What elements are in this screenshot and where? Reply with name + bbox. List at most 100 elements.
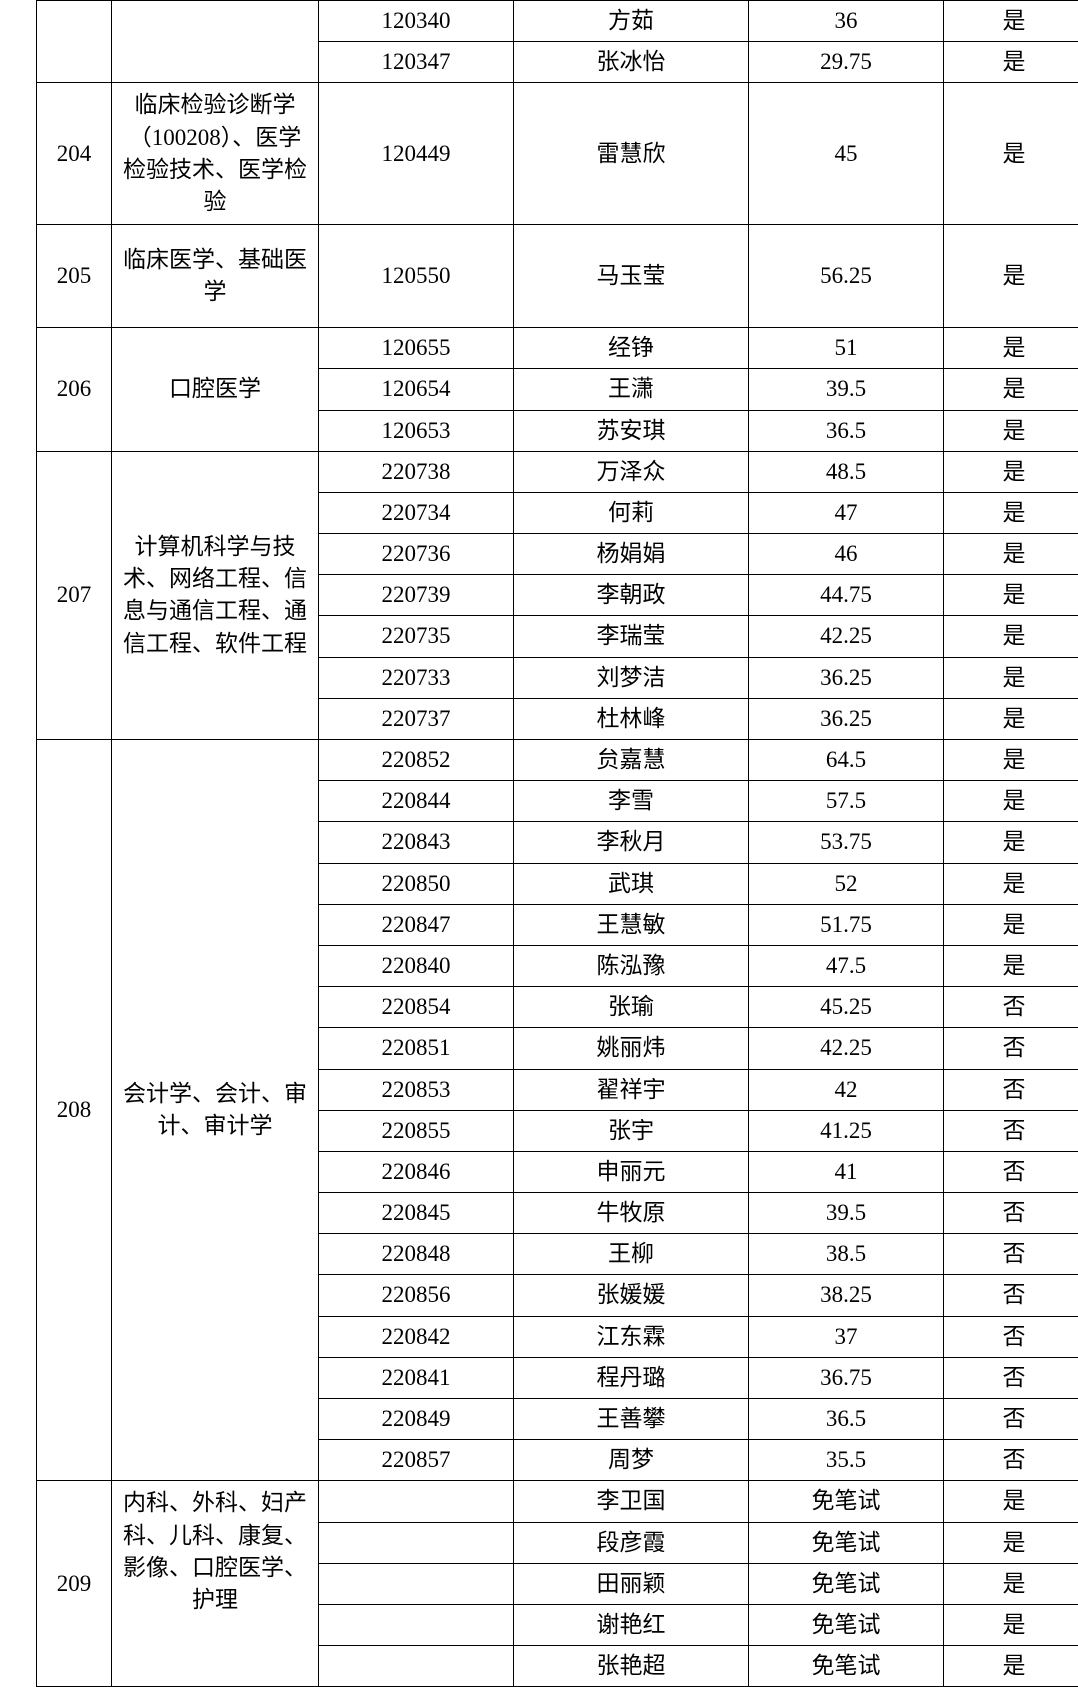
- candidate-score: 42: [749, 1069, 944, 1110]
- candidate-id: [319, 1522, 514, 1563]
- candidate-score: 41: [749, 1151, 944, 1192]
- candidate-id: 220844: [319, 781, 514, 822]
- candidate-score: 36: [749, 1, 944, 42]
- candidate-flag: 是: [944, 83, 1078, 225]
- candidate-flag: 否: [944, 1357, 1078, 1398]
- candidate-flag: 是: [944, 863, 1078, 904]
- candidate-flag: 是: [944, 1, 1078, 42]
- candidate-id: 220847: [319, 904, 514, 945]
- candidate-flag: 否: [944, 1193, 1078, 1234]
- group-major: 临床检验诊断学（100208）、医学检验技术、医学检验: [112, 83, 319, 225]
- candidate-flag: 否: [944, 1316, 1078, 1357]
- candidate-score: 免笔试: [749, 1563, 944, 1604]
- candidate-flag: 是: [944, 904, 1078, 945]
- candidate-score: 免笔试: [749, 1481, 944, 1522]
- candidate-score: 37: [749, 1316, 944, 1357]
- candidate-id: 220853: [319, 1069, 514, 1110]
- candidate-id: 220733: [319, 657, 514, 698]
- candidate-name: 张媛媛: [514, 1275, 749, 1316]
- table-row: 205临床医学、基础医学120550马玉莹56.25是: [37, 225, 1078, 328]
- candidate-score: 57.5: [749, 781, 944, 822]
- candidate-flag: 是: [944, 575, 1078, 616]
- candidate-score: 45.25: [749, 987, 944, 1028]
- candidate-flag: 是: [944, 1604, 1078, 1645]
- candidate-name: 江东霖: [514, 1316, 749, 1357]
- candidate-id: [319, 1481, 514, 1522]
- group-major: [112, 1, 319, 83]
- candidate-id: 220845: [319, 1193, 514, 1234]
- candidate-flag: 是: [944, 616, 1078, 657]
- candidate-score: 51.75: [749, 904, 944, 945]
- candidate-id: 220737: [319, 698, 514, 739]
- candidate-id: 220857: [319, 1440, 514, 1481]
- candidate-name: 张艳超: [514, 1646, 749, 1687]
- candidate-name: 李朝政: [514, 575, 749, 616]
- candidate-id: 120449: [319, 83, 514, 225]
- candidate-name: 方茹: [514, 1, 749, 42]
- candidate-name: 武琪: [514, 863, 749, 904]
- group-code: 205: [37, 225, 112, 328]
- candidate-score: 41.25: [749, 1110, 944, 1151]
- candidate-name: 雷慧欣: [514, 83, 749, 225]
- candidate-score: 44.75: [749, 575, 944, 616]
- table-body: 120340方茹36是120347张冰怡29.75是204临床检验诊断学（100…: [37, 1, 1078, 1687]
- candidate-flag: 是: [944, 492, 1078, 533]
- candidate-flag: 是: [944, 1481, 1078, 1522]
- candidate-score: 42.25: [749, 1028, 944, 1069]
- candidate-score: 64.5: [749, 740, 944, 781]
- candidate-name: 杜林峰: [514, 698, 749, 739]
- candidate-id: 220843: [319, 822, 514, 863]
- candidate-id: 120655: [319, 328, 514, 369]
- candidate-id: 120347: [319, 42, 514, 83]
- candidate-score: 52: [749, 863, 944, 904]
- candidate-name: 申丽元: [514, 1151, 749, 1192]
- candidate-name: 万泽众: [514, 451, 749, 492]
- candidate-score: 47: [749, 492, 944, 533]
- candidate-id: 120654: [319, 369, 514, 410]
- candidate-flag: 否: [944, 1234, 1078, 1275]
- candidate-flag: 否: [944, 1151, 1078, 1192]
- group-code: [37, 1, 112, 83]
- candidate-name: 李秋月: [514, 822, 749, 863]
- candidate-score: 免笔试: [749, 1522, 944, 1563]
- candidate-id: [319, 1646, 514, 1687]
- group-code: 204: [37, 83, 112, 225]
- candidate-flag: 是: [944, 822, 1078, 863]
- candidate-flag: 是: [944, 657, 1078, 698]
- candidate-id: 220852: [319, 740, 514, 781]
- group-code: 206: [37, 328, 112, 452]
- candidate-id: 220855: [319, 1110, 514, 1151]
- candidate-score: 38.25: [749, 1275, 944, 1316]
- candidate-id: 220840: [319, 945, 514, 986]
- table-row: 207计算机科学与技术、网络工程、信息与通信工程、通信工程、软件工程220738…: [37, 451, 1078, 492]
- candidate-id: 220854: [319, 987, 514, 1028]
- candidate-score: 免笔试: [749, 1604, 944, 1645]
- candidate-id: 220851: [319, 1028, 514, 1069]
- table-row: 206口腔医学120655经铮51是: [37, 328, 1078, 369]
- candidate-id: [319, 1563, 514, 1604]
- candidate-name: 王柳: [514, 1234, 749, 1275]
- candidate-flag: 是: [944, 781, 1078, 822]
- candidate-score: 48.5: [749, 451, 944, 492]
- candidate-id: 220841: [319, 1357, 514, 1398]
- candidate-flag: 是: [944, 225, 1078, 328]
- candidate-flag: 是: [944, 1563, 1078, 1604]
- candidate-id: [319, 1604, 514, 1645]
- candidate-id: 120550: [319, 225, 514, 328]
- candidate-name: 刘梦洁: [514, 657, 749, 698]
- group-major: 计算机科学与技术、网络工程、信息与通信工程、通信工程、软件工程: [112, 451, 319, 739]
- candidate-id: 220850: [319, 863, 514, 904]
- candidate-id: 220736: [319, 534, 514, 575]
- candidate-flag: 是: [944, 945, 1078, 986]
- results-table: 120340方茹36是120347张冰怡29.75是204临床检验诊断学（100…: [36, 0, 1078, 1687]
- candidate-flag: 是: [944, 369, 1078, 410]
- candidate-score: 36.5: [749, 1399, 944, 1440]
- candidate-score: 36.5: [749, 410, 944, 451]
- candidate-score: 46: [749, 534, 944, 575]
- candidate-score: 29.75: [749, 42, 944, 83]
- group-major: 内科、外科、妇产科、儿科、康复、影像、口腔医学、护理: [112, 1481, 319, 1687]
- candidate-name: 陈泓豫: [514, 945, 749, 986]
- candidate-name: 段彦霞: [514, 1522, 749, 1563]
- candidate-id: 220739: [319, 575, 514, 616]
- group-code: 207: [37, 451, 112, 739]
